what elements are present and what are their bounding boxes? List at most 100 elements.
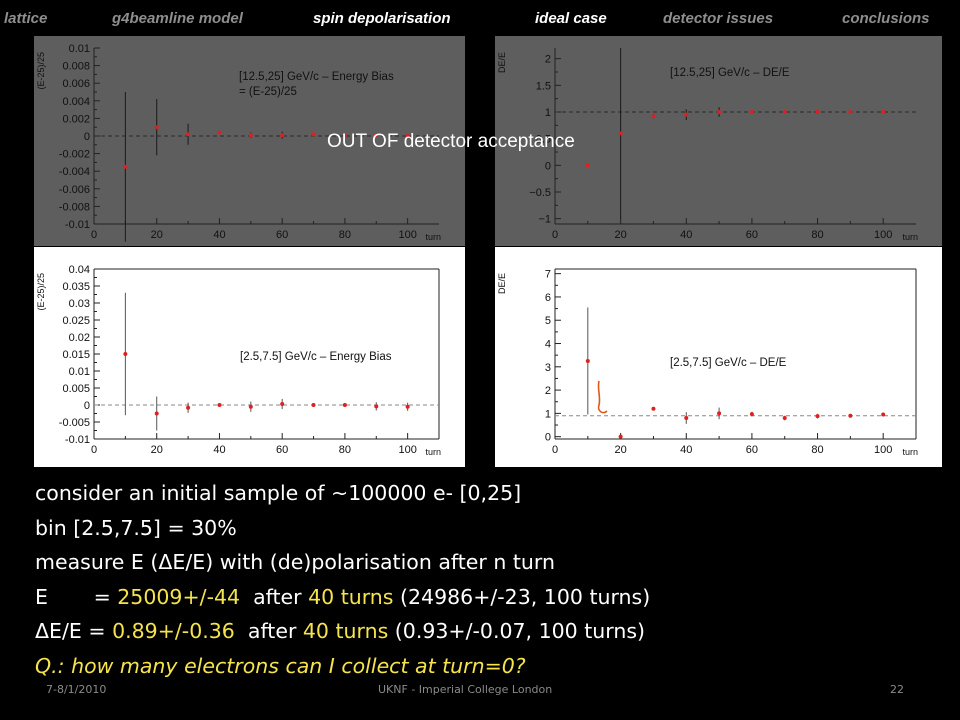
y-tick-label: 0.015 — [62, 349, 90, 361]
data-point — [342, 403, 347, 407]
data-point — [651, 114, 656, 119]
y-tick-label: −0.5 — [529, 187, 551, 199]
plot-title: [2.5,7.5] GeV/c – Energy Bias — [240, 351, 392, 363]
data-point — [123, 164, 128, 169]
y-tick-label: 0.01 — [69, 366, 90, 378]
x-tick-label: 20 — [151, 229, 163, 241]
y-tick-label: 2 — [545, 385, 551, 397]
y-tick-label: -0.004 — [59, 166, 90, 178]
plot-high-energy-bias: 0.01 0.008 0.006 0.004 0.002 0 -0.002 -0.004 -0.… — [34, 36, 465, 246]
y-tick-label: 0 — [84, 131, 90, 143]
y-tick-label: 1.5 — [536, 80, 551, 92]
x-tick-label: 80 — [339, 444, 351, 456]
energy-value: 25009+/-44 — [117, 584, 241, 609]
y-tick-label: 6 — [545, 292, 551, 304]
y-tick-label: -0.008 — [59, 201, 90, 213]
data-point — [405, 134, 410, 138]
plot-title: [12.5,25] GeV/c – Energy Bias — [239, 71, 394, 83]
y-tick-label: 0.03 — [69, 298, 90, 310]
x-tick-label: 0 — [552, 229, 558, 241]
y-tick-label: 1 — [545, 107, 551, 119]
y-tick-label: 0 — [84, 400, 90, 412]
data-point — [186, 405, 191, 410]
body-line-de-over-e: ΔE/E = 0.89+/-0.36 after 40 turns (0.93+… — [35, 614, 935, 649]
x-tick-label: 0 — [91, 444, 97, 456]
plot-background — [495, 247, 942, 467]
data-point — [684, 112, 689, 117]
y-tick-label: 0.5 — [536, 134, 551, 146]
y-tick-label: 0.005 — [62, 383, 90, 395]
data-point — [848, 110, 853, 114]
plot-title-formula: = (E-25)/25 — [239, 86, 297, 98]
x-tick-label: 40 — [213, 444, 225, 456]
data-point — [217, 403, 222, 407]
nav-item-spin-depolarisation[interactable]: spin depolarisation — [313, 10, 451, 27]
y-tick-label: 4 — [545, 339, 551, 351]
data-point — [311, 132, 316, 137]
data-point — [248, 404, 253, 409]
x-tick-label: 40 — [680, 444, 692, 456]
data-point — [154, 411, 159, 416]
slide-body: consider an initial sample of ~100000 e-… — [35, 476, 935, 683]
energy-after: after — [240, 584, 309, 609]
nav-item-lattice[interactable]: lattice — [4, 10, 48, 27]
x-axis-label: turn — [425, 447, 441, 457]
footer-date: 7-8/1/2010 — [46, 683, 107, 696]
y-tick-label: -0.01 — [65, 219, 90, 231]
delta-symbol: Δ — [158, 550, 173, 574]
data-point — [217, 130, 222, 135]
y-tick-label: 0.035 — [62, 281, 90, 293]
y-tick-label: 0.04 — [69, 264, 90, 276]
x-tick-label: 20 — [151, 444, 163, 456]
nav-item-g4beamline-model[interactable]: g4beamline model — [112, 10, 243, 27]
data-point — [186, 132, 191, 137]
y-tick-label: -0.01 — [65, 434, 90, 446]
data-point — [374, 404, 379, 409]
x-tick-label: 60 — [746, 444, 758, 456]
plot-background — [34, 247, 465, 467]
y-tick-label: -0.006 — [59, 184, 90, 196]
x-tick-label: 40 — [680, 229, 692, 241]
data-point — [154, 125, 159, 130]
y-tick-label: 0.025 — [62, 315, 90, 327]
y-axis-label: DE/E — [497, 52, 507, 73]
data-point — [123, 352, 128, 356]
data-point — [782, 110, 787, 114]
body-line-bin: bin [2.5,7.5] = 30% — [35, 515, 237, 540]
nav-item-detector-issues[interactable]: detector issues — [663, 10, 774, 27]
y-tick-label: 0.004 — [62, 96, 90, 108]
x-axis-label: turn — [902, 447, 918, 457]
data-point — [311, 403, 316, 407]
y-tick-label: -0.005 — [59, 417, 90, 429]
y-tick-label: 0.008 — [62, 61, 90, 73]
section-nav: lattice g4beamline model spin depolarisa… — [0, 10, 960, 30]
body-line-measure: measure E (ΔE/E) with (de)polarisation a… — [35, 545, 935, 580]
plot-panel-low-de-over-e: 7 6 5 4 3 2 1 0 0 20 40 60 80 100 turn DE/E [2.5,7.5] Ge… — [495, 247, 942, 467]
y-tick-label: 5 — [545, 315, 551, 327]
y-tick-label: 7 — [545, 269, 551, 281]
data-point — [881, 412, 886, 417]
data-point — [684, 416, 689, 421]
out-of-acceptance-label: OUT OF detector acceptance — [327, 131, 575, 152]
nav-item-ideal-case[interactable]: ideal case — [535, 10, 607, 27]
data-point — [651, 406, 656, 411]
data-point — [280, 401, 285, 406]
y-tick-label: −1 — [538, 214, 551, 226]
y-tick-label: 0.006 — [62, 78, 90, 90]
de-value: 0.89+/-0.36 — [112, 619, 235, 643]
data-point — [815, 110, 820, 114]
y-tick-label: -0.002 — [59, 149, 90, 161]
footer-venue: UKNF - Imperial College London — [378, 683, 553, 696]
hand-drawn-arrow-annotation — [597, 380, 608, 414]
data-point — [881, 110, 886, 114]
y-tick-label: 0.002 — [62, 113, 90, 125]
de-after: after — [234, 619, 303, 643]
x-tick-label: 40 — [213, 229, 225, 241]
x-tick-label: 60 — [276, 444, 288, 456]
data-point — [374, 133, 379, 138]
y-tick-label: 0 — [545, 160, 551, 172]
nav-item-conclusions[interactable]: conclusions — [842, 10, 930, 27]
measure-text-a: measure E ( — [35, 550, 159, 574]
plot-title: [12.5,25] GeV/c – DE/E — [670, 67, 790, 79]
x-tick-label: 20 — [615, 229, 627, 241]
